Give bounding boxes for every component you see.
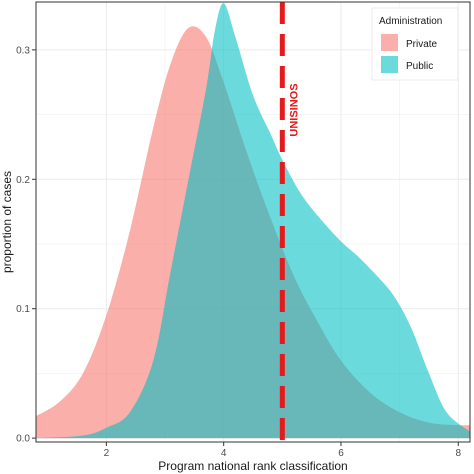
legend-label-private: Private: [406, 39, 438, 50]
x-axis: 2 4 6 8: [104, 442, 461, 459]
x-tick-label: 4: [221, 448, 227, 459]
y-tick-label: 0.3: [16, 45, 30, 56]
legend-swatch-private: [381, 34, 398, 51]
y-axis-title: proportion of cases: [0, 171, 14, 273]
density-area-public: [36, 3, 470, 439]
reference-line: UNISINOS: [279, 2, 300, 442]
unisinos-label: UNISINOS: [288, 83, 300, 136]
y-tick-label: 0.2: [16, 175, 30, 186]
legend-label-public: Public: [406, 61, 433, 72]
y-axis: 0.0 0.1 0.2 0.3: [16, 45, 36, 445]
legend-swatch-public: [381, 56, 398, 73]
plot-border: [35, 1, 471, 443]
legend-title: Administration: [379, 16, 442, 27]
y-tick-label: 0.1: [16, 304, 30, 315]
x-tick-label: 2: [104, 448, 110, 459]
density-areas: [36, 3, 470, 439]
x-tick-label: 8: [455, 448, 461, 459]
x-axis-title: Program national rank classification: [158, 459, 347, 473]
y-tick-label: 0.0: [16, 434, 30, 445]
legend: Administration Private Public: [371, 7, 459, 81]
x-tick-label: 6: [338, 448, 344, 459]
